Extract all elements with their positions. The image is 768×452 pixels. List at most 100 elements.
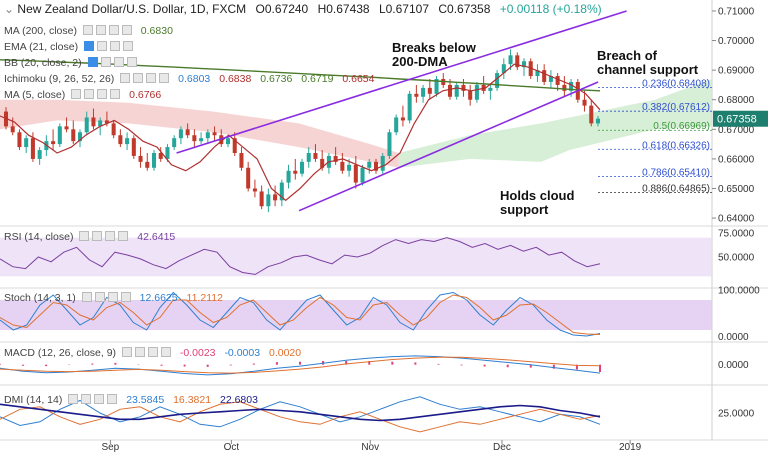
rsi-tick-label: 50.0000 bbox=[718, 253, 755, 264]
time-tick-label: Oct bbox=[224, 442, 240, 452]
gear-icon[interactable] bbox=[81, 394, 92, 404]
more-icon[interactable] bbox=[126, 57, 137, 67]
more-icon[interactable] bbox=[118, 231, 129, 241]
candle-body bbox=[192, 135, 197, 142]
collapse-icon[interactable]: ⌄ bbox=[4, 2, 15, 16]
ma5-line bbox=[0, 63, 601, 202]
candle-body bbox=[461, 84, 466, 91]
symbol-label[interactable]: New Zealand Dollar/U.S. Dollar, 1D, FXCM bbox=[17, 2, 247, 16]
close-icon[interactable] bbox=[108, 25, 119, 35]
gear-icon[interactable] bbox=[134, 347, 145, 357]
last-price-label: 0.67358 bbox=[717, 114, 757, 126]
candle-body bbox=[548, 76, 553, 82]
indicator-value: 0.6838 bbox=[219, 73, 252, 85]
candle-body bbox=[104, 120, 109, 124]
annotation-breaks-below: Breaks below 200-DMA bbox=[392, 41, 476, 69]
candle-body bbox=[178, 129, 183, 139]
stoch-tick-label: 100.0000 bbox=[718, 286, 760, 297]
close-icon[interactable] bbox=[147, 347, 158, 357]
indicator-label: MACD (12, 26, close, 9) bbox=[4, 347, 117, 359]
indicator-ichimoku[interactable]: Ichimoku (9, 26, 52, 26) 0.6803 0.6838 0… bbox=[4, 73, 374, 85]
candle-body bbox=[569, 81, 574, 91]
macd-tick-label: 0.0000 bbox=[718, 360, 749, 371]
candle-body bbox=[447, 84, 453, 97]
indicator-label: EMA (21, close) bbox=[4, 41, 79, 53]
candle-body bbox=[165, 147, 170, 159]
indicator-label: BB (20, close, 2) bbox=[4, 57, 82, 69]
candle-body bbox=[589, 105, 594, 124]
candle-body bbox=[51, 141, 56, 145]
gear-icon[interactable] bbox=[84, 89, 95, 99]
indicator-value: 22.6803 bbox=[219, 394, 258, 406]
candle-body bbox=[64, 126, 69, 130]
indicator-stoch[interactable]: Stoch (14, 3, 1) 12.6625 11.2112 bbox=[4, 292, 223, 304]
close-icon[interactable] bbox=[107, 292, 118, 302]
more-icon[interactable] bbox=[160, 347, 171, 357]
candle-body bbox=[10, 126, 15, 133]
close-icon[interactable] bbox=[94, 394, 105, 404]
indicator-dmi[interactable]: DMI (14, 14) 23.5845 16.3821 22.6803 bbox=[4, 394, 258, 406]
candle-body bbox=[84, 117, 89, 133]
di-minus-line bbox=[0, 401, 601, 433]
candle-body bbox=[306, 152, 311, 162]
time-tick-label: 2019 bbox=[619, 442, 642, 452]
eye-icon[interactable] bbox=[82, 25, 93, 35]
candle-body bbox=[252, 188, 257, 192]
candle-body bbox=[279, 182, 284, 201]
candle-body bbox=[400, 117, 405, 121]
candle-body bbox=[273, 194, 278, 201]
candle-body bbox=[77, 132, 83, 142]
close-icon[interactable] bbox=[105, 231, 116, 241]
gear-icon[interactable] bbox=[133, 73, 144, 83]
candle-body bbox=[239, 152, 244, 168]
eye-icon[interactable] bbox=[79, 231, 90, 241]
indicator-ma5[interactable]: MA (5, close) 0.6766 bbox=[4, 89, 161, 101]
more-icon[interactable] bbox=[120, 292, 131, 302]
indicator-ma200[interactable]: MA (200, close) 0.6830 bbox=[4, 25, 173, 37]
candle-body bbox=[333, 155, 338, 162]
gear-icon[interactable] bbox=[97, 41, 108, 51]
more-icon[interactable] bbox=[107, 394, 118, 404]
indicator-macd[interactable]: MACD (12, 26, close, 9) -0.0023 -0.0003 … bbox=[4, 347, 301, 359]
indicator-bb[interactable]: BB (20, close, 2) bbox=[4, 57, 137, 69]
indicator-ema21[interactable]: EMA (21, close) bbox=[4, 41, 134, 53]
candle-body bbox=[259, 191, 264, 207]
candle-body bbox=[286, 170, 291, 183]
candle-body bbox=[145, 161, 150, 168]
gear-icon[interactable] bbox=[94, 292, 105, 302]
candle-body bbox=[111, 123, 116, 136]
more-icon[interactable] bbox=[159, 73, 170, 83]
gear-icon[interactable] bbox=[100, 57, 111, 67]
channel-upper-line bbox=[176, 10, 627, 154]
more-icon[interactable] bbox=[123, 41, 134, 51]
annotation-line: 200-DMA bbox=[392, 54, 448, 69]
candle-body bbox=[246, 167, 251, 189]
gear-icon[interactable] bbox=[95, 25, 106, 35]
indicator-value: 16.3821 bbox=[173, 394, 212, 406]
more-icon[interactable] bbox=[121, 25, 132, 35]
ohlc-low: L0.67107 bbox=[378, 2, 430, 16]
fib-level-label: 0.618(0.66326) bbox=[642, 140, 710, 151]
price-tick-label: 0.65000 bbox=[718, 184, 755, 195]
more-icon[interactable] bbox=[110, 89, 121, 99]
eye-icon[interactable] bbox=[68, 394, 79, 404]
macd-line bbox=[0, 355, 601, 376]
close-icon[interactable] bbox=[113, 57, 124, 67]
close-icon[interactable] bbox=[97, 89, 108, 99]
eye-icon[interactable] bbox=[87, 57, 98, 67]
candle-body bbox=[91, 117, 96, 127]
candle-body bbox=[434, 79, 439, 94]
price-tick-label: 0.69000 bbox=[718, 66, 755, 77]
stoch-d-line bbox=[0, 294, 601, 335]
eye-icon[interactable] bbox=[120, 73, 131, 83]
eye-icon[interactable] bbox=[84, 41, 95, 51]
indicator-rsi[interactable]: RSI (14, close) 42.6415 bbox=[4, 231, 175, 243]
eye-icon[interactable] bbox=[71, 89, 82, 99]
gear-icon[interactable] bbox=[92, 231, 103, 241]
close-icon[interactable] bbox=[110, 41, 121, 51]
eye-icon[interactable] bbox=[81, 292, 92, 302]
eye-icon[interactable] bbox=[121, 347, 132, 357]
close-icon[interactable] bbox=[146, 73, 157, 83]
candle-body bbox=[380, 155, 385, 171]
